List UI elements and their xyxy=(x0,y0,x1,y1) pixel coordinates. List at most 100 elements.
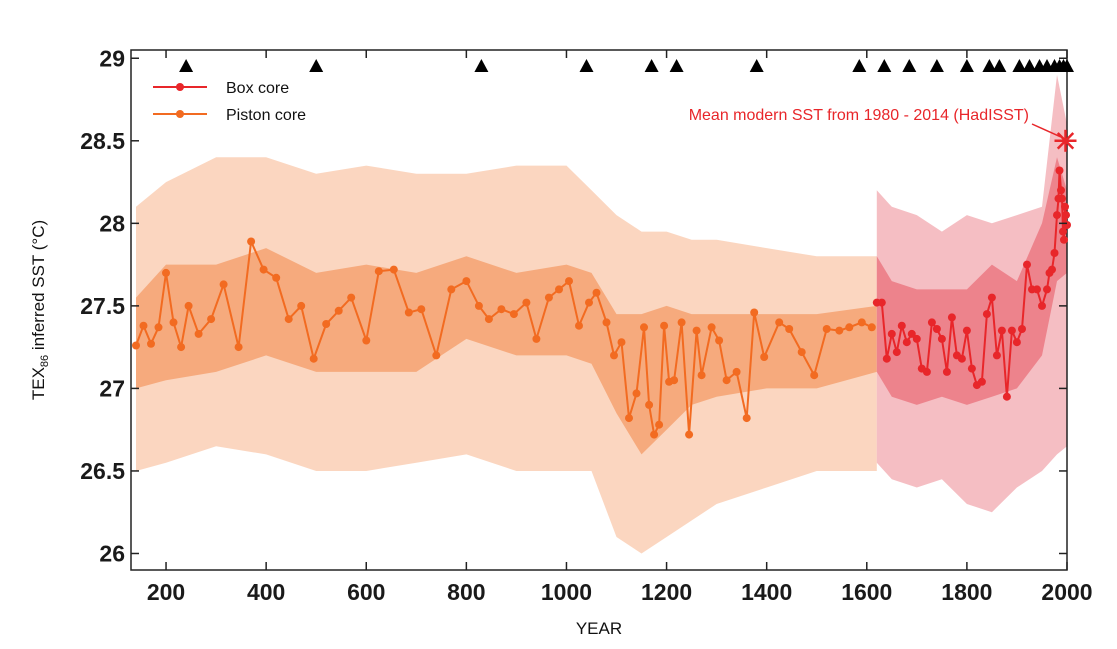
box-core-point xyxy=(1063,221,1071,229)
piston-core-point xyxy=(177,343,186,352)
piston-core-point xyxy=(432,351,441,360)
box-core-point xyxy=(1018,325,1026,333)
piston-core-point xyxy=(742,414,751,423)
axis-ticks: 200 400 600 800 1000 1200 1400 1600 1800 2000 26 26… xyxy=(80,45,1092,605)
x-tick-label: 1000 xyxy=(541,579,592,605)
legend-box-core-label: Box core xyxy=(226,80,289,97)
age-marker-triangle xyxy=(749,59,764,72)
piston-core-point xyxy=(544,293,553,302)
piston-core-point xyxy=(677,318,686,327)
piston-core-point xyxy=(697,371,706,380)
piston-core-point xyxy=(640,323,648,332)
age-marker-triangle xyxy=(992,59,1007,72)
piston-core-point xyxy=(309,354,318,363)
piston-core-point xyxy=(592,288,601,297)
age-marker-triangle xyxy=(959,59,974,72)
box-core-point xyxy=(982,310,991,319)
box-core-point xyxy=(877,298,886,307)
x-tick-label: 400 xyxy=(247,579,285,605)
x-axis-title: YEAR xyxy=(576,619,622,638)
piston-core-band-outer xyxy=(136,157,877,554)
box-core-point xyxy=(1043,285,1051,294)
piston-core-point xyxy=(139,321,148,330)
piston-core-point xyxy=(775,318,784,327)
y-tick-label: 27.5 xyxy=(80,293,125,319)
box-core-point xyxy=(987,293,996,302)
box-core-point xyxy=(887,329,896,338)
box-core-point xyxy=(997,326,1006,335)
y-tick-label: 27 xyxy=(99,375,125,401)
piston-core-point xyxy=(645,400,654,409)
piston-core-point xyxy=(857,318,866,327)
y-title-subscript: 86 xyxy=(39,355,51,367)
piston-core-point xyxy=(297,301,306,310)
piston-core-point xyxy=(617,338,626,347)
legend-box-core-marker xyxy=(176,83,184,91)
piston-core-point xyxy=(810,371,819,380)
piston-core-point xyxy=(797,348,806,357)
piston-core-point xyxy=(532,334,541,343)
piston-core-point xyxy=(650,430,659,439)
box-core-point xyxy=(1059,227,1067,236)
x-tick-label: 1800 xyxy=(941,579,992,605)
piston-core-point xyxy=(785,325,794,333)
piston-core-point xyxy=(284,315,293,324)
age-marker-triangle xyxy=(982,59,997,72)
box-core-point xyxy=(1062,211,1070,220)
y-tick-label: 28 xyxy=(99,210,125,236)
legend-piston-core-label: Piston core xyxy=(226,107,306,124)
piston-core-point xyxy=(585,298,593,307)
y-tick-label: 26.5 xyxy=(80,458,125,484)
box-core-point xyxy=(897,321,906,330)
piston-core-point xyxy=(219,280,228,289)
piston-core-point xyxy=(147,339,155,348)
piston-core-point xyxy=(509,310,518,319)
piston-core-point xyxy=(404,308,413,317)
piston-core-point xyxy=(234,343,243,352)
box-core-point xyxy=(937,334,946,343)
box-core-point xyxy=(927,318,936,327)
age-control-markers xyxy=(179,59,1074,72)
age-marker-triangle xyxy=(929,59,944,72)
piston-core-point xyxy=(555,285,563,294)
piston-core-point xyxy=(822,325,831,333)
box-core-point xyxy=(1055,166,1064,175)
box-core-point xyxy=(1048,265,1056,274)
age-marker-triangle xyxy=(877,59,892,72)
piston-core-point xyxy=(750,308,759,317)
box-core-point xyxy=(977,377,986,386)
box-core-point xyxy=(962,326,971,335)
x-tick-label: 1600 xyxy=(841,579,892,605)
box-core-point xyxy=(1023,260,1031,269)
box-core-point xyxy=(922,367,931,376)
uncertainty-bands xyxy=(136,74,1067,554)
y-axis-title: TEX86 inferred SST (°C) xyxy=(29,220,51,400)
box-core-point xyxy=(942,367,951,376)
piston-core-point xyxy=(417,305,426,314)
box-core-point xyxy=(932,325,941,333)
box-core-point xyxy=(947,313,956,322)
piston-core-point xyxy=(272,273,281,282)
legend: Box core Piston core xyxy=(153,80,306,124)
plot-border xyxy=(130,49,1068,571)
y-tick-label: 29 xyxy=(99,45,125,71)
y-title-prefix: TEX xyxy=(29,367,48,400)
piston-core-point xyxy=(162,268,170,277)
age-marker-triangle xyxy=(309,59,324,72)
piston-core-point xyxy=(565,277,573,286)
box-core-point xyxy=(957,354,966,363)
box-core-point xyxy=(1053,211,1061,220)
piston-core-point xyxy=(184,301,193,310)
box-core-point xyxy=(1002,392,1011,401)
piston-core-point xyxy=(484,315,493,324)
piston-core-point xyxy=(867,323,876,332)
piston-core-point xyxy=(322,320,331,328)
piston-core-point xyxy=(602,318,611,327)
plot-frame xyxy=(130,49,1068,571)
piston-core-point xyxy=(154,323,163,332)
piston-core-point xyxy=(660,321,669,330)
box-core-point xyxy=(967,364,976,373)
modern-sst-annotation: Mean modern SST from 1980 - 2014 (HadISS… xyxy=(689,107,1077,152)
piston-core-point xyxy=(610,351,618,360)
